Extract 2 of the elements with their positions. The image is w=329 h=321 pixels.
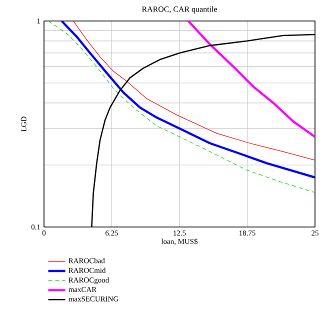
line-series [72,20,315,161]
line-series [187,20,315,138]
